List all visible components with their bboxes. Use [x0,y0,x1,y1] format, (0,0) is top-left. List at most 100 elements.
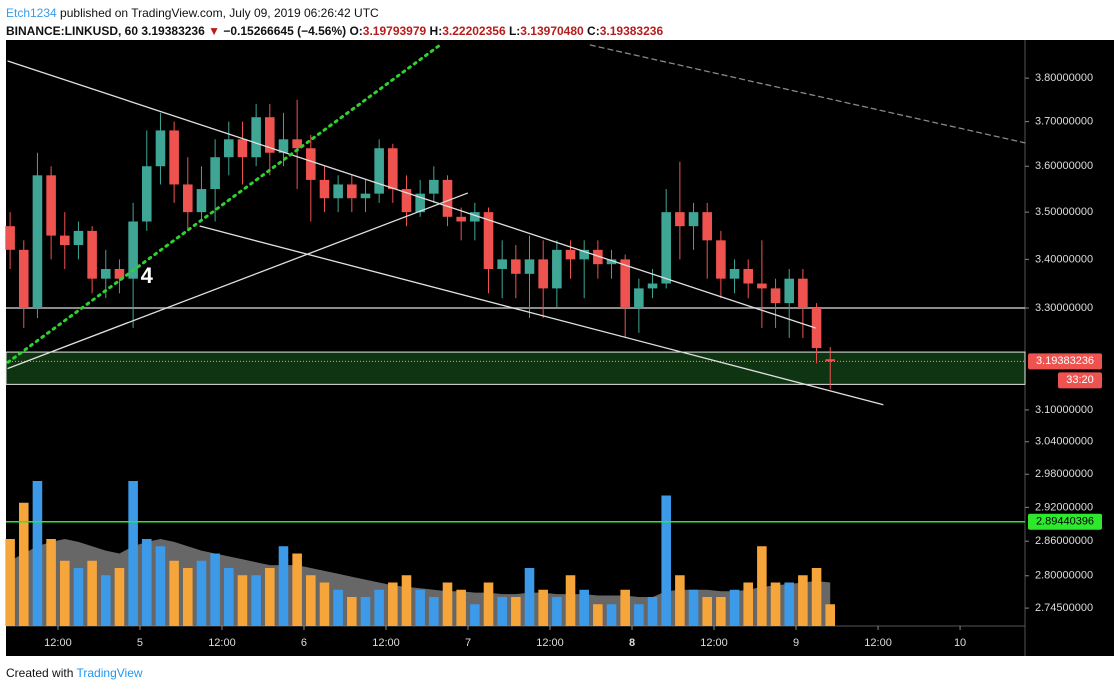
volume-bar [114,568,125,626]
candle-body [743,269,753,284]
candle-body [292,139,302,149]
volume-bar [142,539,152,626]
volume-bar [224,568,234,626]
countdown: 33:20 [1066,374,1094,386]
candle-body [155,130,166,167]
candle-body [579,249,589,260]
volume-bar [374,589,384,626]
trendline [7,192,468,370]
volume-bar [388,582,398,626]
volume-bar [155,546,166,626]
candle-body [18,249,29,309]
published: published on TradingView.com, July 09, 2… [56,6,379,20]
arrow: ▼ [208,24,220,38]
candle-body [100,269,111,279]
l-value: 3.13970480 [520,24,584,38]
volume-bar [87,560,97,626]
x-tick-label: 12:00 [864,637,892,649]
y-tick-label: 2.80000000 [1035,570,1093,582]
trendline [6,43,442,364]
candle-body [128,221,138,279]
candle-body [46,175,56,236]
o-label: O: [349,24,363,38]
annotation: 4 [141,263,154,288]
volume-bar [360,597,371,626]
candle-body [32,175,43,309]
candle-body [716,240,726,279]
created: Created with [6,666,74,680]
volume-bar [401,575,412,626]
candle-body [798,278,808,309]
c-label: C: [587,24,600,38]
volume-bar [593,604,603,626]
candle-body [538,259,548,289]
x-tick-label: 12:00 [208,637,236,649]
volume-bar [579,589,589,626]
volume-bar [811,568,822,626]
candle-body [811,308,822,349]
l-label: L: [508,24,521,38]
volume-bar [634,604,644,626]
volume-bar [442,582,453,626]
y-tick-label: 3.80000000 [1035,72,1093,84]
candle-body [347,184,357,199]
author[interactable]: Etch1234 [6,6,57,20]
candle-body [360,193,371,199]
volume-bar [100,575,111,626]
x-tick-label: 12:00 [536,637,564,649]
price-label-box [1028,353,1102,370]
candle-body [142,166,152,222]
candle-body [210,157,220,190]
candle-body [770,288,781,304]
volume-bar [415,589,425,626]
candle-body [456,216,466,222]
candle-body [511,259,521,274]
volume-bar [169,560,179,626]
volume-bar [210,553,220,626]
candle-body [169,130,179,185]
price-label: 3.19383236 [1036,355,1094,367]
y-tick-label: 2.74500000 [1035,602,1093,614]
volume-bar [265,568,275,626]
volume-bar [483,582,494,626]
c-value: 3.19383236 [599,24,664,38]
volume-bar [784,582,794,626]
volume-bar [5,539,15,626]
volume-bar [647,597,658,626]
candle-body [73,230,84,246]
volume-bar [606,604,617,626]
chart: 3.80000000 3.70000000 3.60000000 3.50000000… [5,40,1114,656]
brand[interactable]: TradingView [76,666,143,680]
volume-bar [552,597,562,626]
x-tick-label: 10 [954,637,966,649]
candle-body [183,184,193,213]
candle-body [470,212,480,222]
price-label: 2.89440396 [1036,516,1094,528]
volume-bar [183,568,193,626]
candle-body [265,117,275,153]
volume-bar [196,560,207,626]
candle-body [224,139,234,158]
y-tick-label: 3.04000000 [1035,436,1093,448]
candle-body [374,148,384,194]
volume-bar [729,589,740,626]
volume-bar [128,481,138,626]
volume-bar [292,553,302,626]
y-tick-label: 3.40000000 [1035,253,1093,265]
x-tick-label: 8 [629,637,635,649]
x-tick-label: 12:00 [44,637,72,649]
volume-bar [675,575,685,626]
volume-bar [456,589,466,626]
candle-body [524,259,535,274]
candle-body [251,117,261,158]
volume-bar [347,597,357,626]
volume-bar [565,575,576,626]
volume-bar [757,546,767,626]
volume-bar [319,582,330,626]
volume-bar [702,597,712,626]
y-tick-label: 2.86000000 [1035,535,1093,547]
x-tick-label: 12:00 [372,637,400,649]
candle-body [593,249,603,265]
candle-body [661,212,671,284]
